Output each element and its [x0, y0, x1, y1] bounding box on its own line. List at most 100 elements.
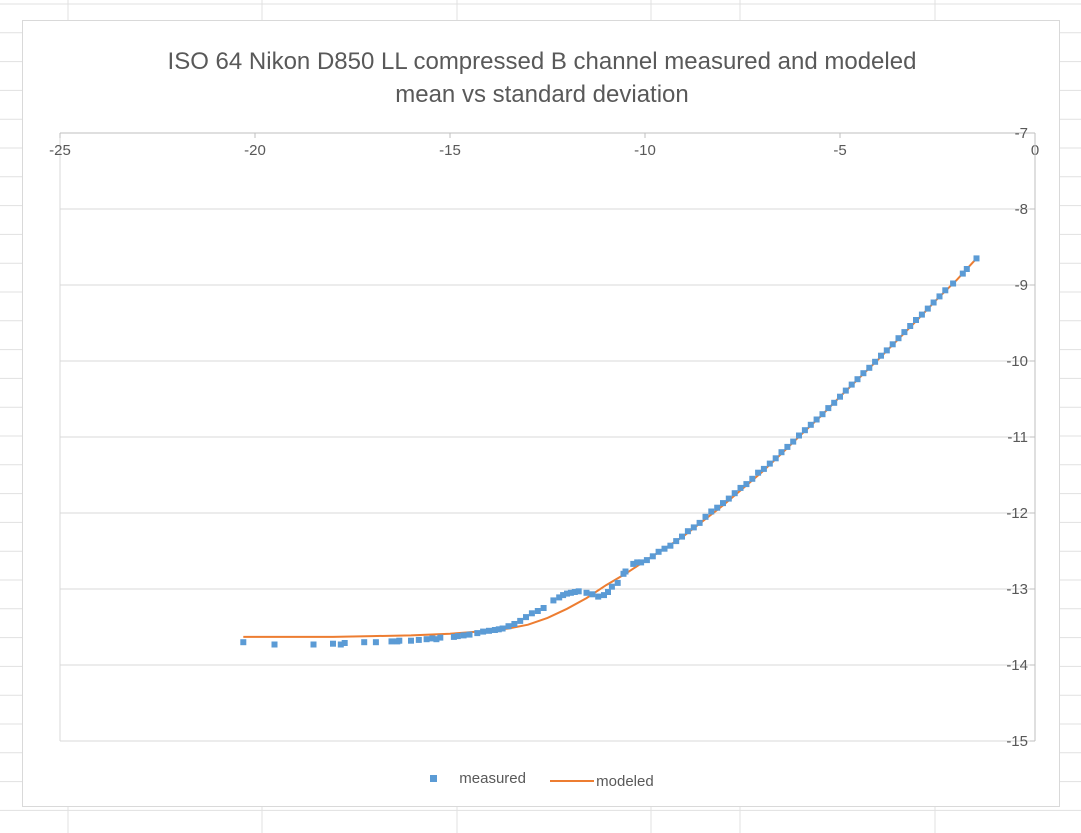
data-point-measured: [696, 519, 703, 526]
plot-area: -25 -20 -15 -10 -5 0-7-8-9-10-11-12-13-14-15: [49, 125, 1039, 750]
chart-area[interactable]: ISO 64 Nikon D850 LL compressed B channe…: [22, 20, 1060, 807]
data-point-measured: [714, 504, 721, 511]
data-point-measured: [240, 639, 247, 646]
legend-label-measured: measured: [459, 770, 526, 787]
data-point-measured: [737, 484, 744, 491]
data-point-measured: [310, 641, 317, 648]
data-point-measured: [634, 559, 641, 566]
data-point-measured: [429, 635, 436, 642]
data-point-measured: [341, 640, 348, 646]
data-point-measured: [564, 590, 570, 597]
data-point-measured: [571, 589, 578, 595]
data-point-measured: [460, 632, 467, 639]
data-point-measured: [595, 593, 602, 600]
data-point-measured: [575, 588, 582, 595]
data-point-measured: [655, 548, 662, 555]
y-tick-label: -9: [1015, 277, 1028, 294]
data-point-measured: [778, 449, 785, 456]
data-point-measured: [731, 490, 738, 497]
data-point-measured: [337, 641, 344, 648]
data-point-measured: [605, 589, 611, 595]
legend-marker-modeled: [550, 780, 595, 782]
data-point-measured: [271, 641, 278, 648]
data-point-measured: [499, 625, 506, 632]
data-point-measured: [361, 639, 368, 646]
data-point-measured: [755, 469, 762, 476]
data-point-measured: [825, 405, 832, 412]
data-point-measured: [772, 455, 779, 462]
data-point-measured: [437, 634, 444, 641]
data-point-measured: [638, 559, 645, 566]
data-point-measured: [408, 637, 414, 644]
data-point-measured: [813, 416, 820, 423]
data-point-measured: [842, 387, 849, 394]
chart-title-line-2: mean vs standard deviation: [395, 81, 689, 108]
legend-marker-measured: [430, 775, 438, 782]
data-point-measured: [942, 287, 949, 294]
y-tick-label: -13: [1006, 581, 1028, 598]
data-point-measured: [690, 524, 697, 531]
data-point-measured: [556, 594, 563, 601]
data-point-measured: [614, 579, 621, 586]
data-point-measured: [684, 528, 691, 535]
data-point-measured: [649, 553, 656, 560]
x-tick-label: -25: [49, 142, 71, 159]
data-point-measured: [720, 500, 726, 507]
data-point-measured: [883, 347, 890, 354]
data-point-measured: [866, 364, 873, 371]
data-point-measured: [907, 323, 914, 329]
y-tick-label: -10: [1006, 353, 1028, 370]
y-tick-label: -7: [1015, 125, 1028, 142]
data-point-measured: [895, 335, 902, 342]
legend-item-modeled: modeled: [550, 773, 654, 790]
data-point-measured: [901, 329, 908, 336]
data-point-measured: [872, 358, 879, 365]
data-point-measured: [567, 589, 574, 596]
chart-title: ISO 64 Nikon D850 LL compressed B channe…: [23, 45, 1061, 111]
data-point-measured: [837, 393, 843, 400]
chart-title-line-1: ISO 64 Nikon D850 LL compressed B channe…: [167, 48, 917, 75]
y-tick-label: -11: [1007, 429, 1028, 446]
data-point-measured: [608, 583, 615, 590]
y-tick-label: -8: [1015, 201, 1028, 218]
data-point-measured: [466, 631, 473, 638]
data-point-measured: [708, 508, 715, 515]
data-point-measured: [784, 443, 791, 450]
data-point-measured: [831, 399, 838, 406]
data-point-measured: [415, 636, 422, 643]
data-point-measured: [583, 589, 590, 596]
data-point-measured: [396, 637, 403, 644]
legend-item-measured: measured: [430, 770, 526, 787]
data-point-measured: [667, 542, 674, 549]
data-point-measured: [924, 305, 931, 312]
y-tick-label: -15: [1006, 733, 1028, 750]
data-point-measured: [474, 630, 481, 637]
data-point-measured: [388, 638, 395, 645]
data-point-measured: [673, 538, 680, 545]
data-point-measured: [486, 627, 492, 634]
x-tick-label: -5: [833, 142, 846, 159]
series-measured: [240, 255, 980, 648]
data-point-measured: [760, 465, 767, 472]
data-point-measured: [950, 280, 957, 287]
data-point-measured: [801, 427, 808, 434]
data-point-measured: [517, 617, 524, 624]
data-point-measured: [725, 495, 732, 502]
x-tick-label: -10: [634, 142, 656, 159]
y-tick-label: -14: [1006, 657, 1028, 674]
data-point-measured: [860, 370, 867, 377]
data-point-measured: [480, 628, 487, 635]
data-point-measured: [450, 633, 457, 640]
data-point-measured: [433, 636, 440, 643]
data-point-measured: [766, 460, 773, 467]
data-point-measured: [589, 591, 596, 598]
data-point-measured: [372, 639, 379, 646]
data-point-measured: [973, 255, 980, 262]
data-point-measured: [560, 592, 567, 599]
x-tick-label: -20: [244, 142, 266, 159]
data-point-measured: [963, 266, 970, 272]
data-point-measured: [505, 623, 512, 630]
data-point-measured: [330, 640, 336, 647]
data-point-measured: [749, 475, 756, 482]
legend: measured modeled: [23, 769, 1061, 790]
